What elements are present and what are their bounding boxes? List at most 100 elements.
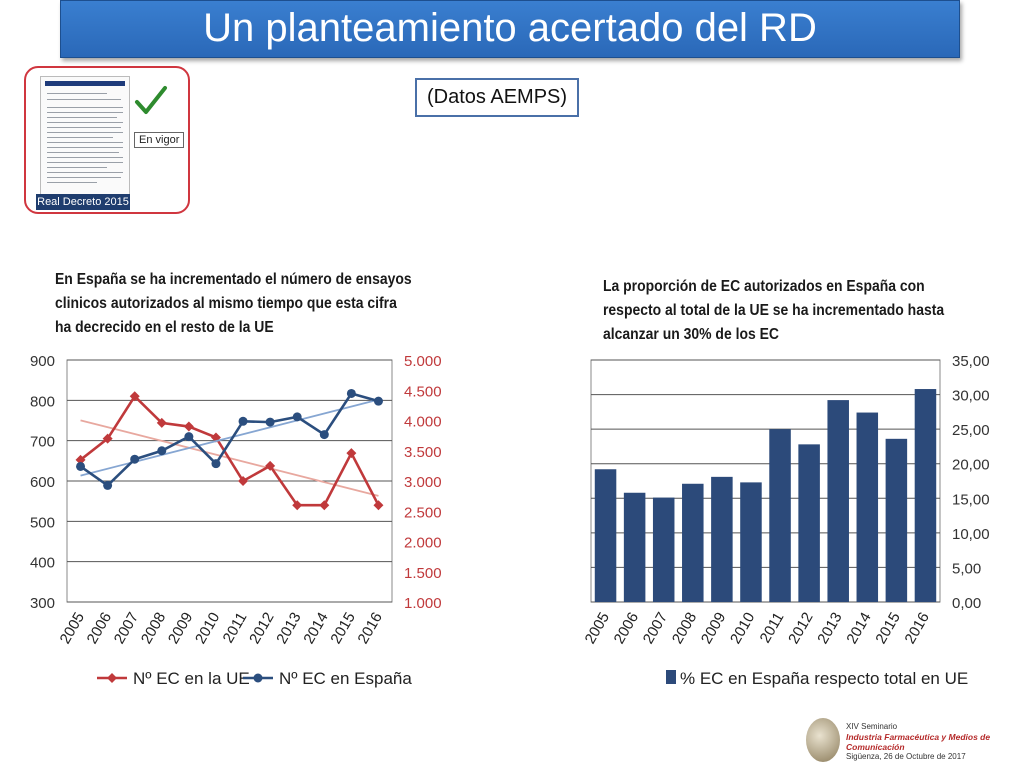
logo-line-1: XIV Seminario	[846, 722, 898, 731]
es-data-point	[211, 459, 221, 469]
logo-line-3: Sigüenza, 26 de Octubre de 2017	[846, 752, 966, 761]
line-chart-right-tick: 1.000	[404, 595, 442, 612]
bar-chart-right-tick: 5,00	[952, 560, 981, 577]
bar-chart-right-tick: 10,00	[952, 526, 990, 543]
legend-ue-label: Nº EC en la UE	[133, 669, 250, 688]
bar-legend-swatch	[666, 670, 676, 684]
line-chart-left-tick: 900	[30, 353, 55, 370]
ue-data-point	[75, 454, 86, 465]
line-chart-right-tick: 5.000	[404, 353, 442, 370]
bar	[827, 400, 849, 602]
status-tag: En vigor	[134, 132, 185, 148]
bar	[682, 483, 704, 602]
bar-chart-plot-area	[590, 359, 941, 603]
bar-chart-right-tick: 0,00	[952, 595, 981, 612]
seminar-logo-text: XIV Seminario Industria Farmacéutica y M…	[846, 722, 1021, 762]
bar	[740, 482, 762, 602]
logo-line-2: Industria Farmacéutica y Medios de Comun…	[846, 732, 991, 752]
line-chart-right-tick: 2.000	[404, 535, 442, 552]
ue-data-point	[183, 421, 194, 432]
line-chart-x-tick: 2013	[273, 610, 304, 647]
bar	[594, 469, 617, 602]
line-chart-right-tick: 4.000	[404, 414, 442, 431]
bar	[711, 476, 733, 602]
decree-document-image	[40, 76, 130, 196]
bar-chart-x-tick: 2006	[611, 610, 642, 647]
line-chart-x-tick: 2015	[327, 610, 358, 647]
line-chart-left-tick: 800	[30, 393, 55, 410]
line-chart-x-tick: 2005	[57, 610, 88, 647]
es-data-point	[184, 432, 194, 442]
line-chart-right-tick: 1.500	[404, 565, 442, 582]
ue-data-point	[156, 417, 167, 428]
ue-data-point	[346, 448, 357, 459]
slide-title: Un planteamiento acertado del RD	[60, 0, 960, 58]
es-data-point	[76, 461, 86, 471]
bar-chart-x-tick: 2014	[843, 610, 874, 647]
legend-es-marker	[253, 673, 263, 683]
line-chart-left-tick: 300	[30, 595, 55, 612]
line-chart-left-tick: 700	[30, 434, 55, 451]
line-chart-right-tick: 4.500	[404, 383, 442, 400]
seminar-logo-icon	[806, 718, 840, 762]
ue-data-point	[265, 460, 276, 471]
line-chart-left-tick: 500	[30, 514, 55, 531]
source-label: (Datos AEMPS)	[415, 78, 580, 117]
bar-chart-x-tick: 2011	[757, 610, 788, 646]
ue-data-point	[102, 433, 113, 444]
bar-chart-right-tick: 30,00	[952, 388, 990, 405]
bar-chart-right-tick: 35,00	[952, 353, 990, 370]
checkmark-icon	[135, 86, 167, 114]
es-data-point	[292, 412, 302, 422]
series-line-0	[79, 394, 380, 507]
ue-data-point	[238, 476, 249, 486]
legend-ue-marker	[107, 673, 117, 683]
bar-chart-x-tick: 2013	[814, 610, 845, 647]
bar-chart-x-tick: 2008	[669, 610, 700, 647]
bar-chart-caption: La proporción de EC autorizados en Españ…	[603, 278, 945, 343]
line-chart-left-tick: 600	[30, 474, 55, 491]
doc-header-bar	[45, 81, 125, 86]
es-data-point	[373, 396, 383, 406]
ue-data-point	[319, 500, 330, 511]
line-chart-x-tick: 2009	[165, 610, 196, 647]
es-data-point	[238, 416, 248, 426]
ue-data-point	[129, 391, 140, 402]
es-data-point	[157, 446, 167, 456]
bar-chart-x-tick: 2015	[872, 610, 903, 647]
bar-chart-right-tick: 20,00	[952, 457, 990, 474]
line-chart-caption: En España se ha incrementado el número d…	[55, 271, 412, 336]
bar-chart-right-tick: 15,00	[952, 491, 990, 508]
ue-data-point	[292, 500, 303, 511]
es-data-point	[103, 480, 113, 490]
bar	[769, 429, 791, 602]
series-line-1	[79, 391, 379, 488]
bar	[856, 412, 879, 602]
line-chart-x-tick: 2007	[111, 610, 142, 647]
legend-es-label: Nº EC en España	[279, 669, 412, 688]
bar	[798, 444, 820, 602]
line-chart-right-tick: 2.500	[404, 504, 442, 521]
bar-chart-x-tick: 2009	[698, 610, 729, 647]
bar	[914, 389, 937, 602]
bar-chart-x-tick: 2005	[582, 610, 613, 647]
line-chart-left-tick: 400	[30, 555, 55, 572]
line-chart-x-tick: 2010	[192, 610, 223, 647]
line-chart-x-tick: 2014	[300, 610, 331, 647]
bar-chart-right-tick: 25,00	[952, 422, 990, 439]
line-chart-x-tick: 2016	[355, 610, 386, 647]
line-chart-x-tick: 2011	[220, 610, 251, 646]
bar-chart-x-tick: 2012	[785, 610, 816, 647]
decree-tag: Real Decreto 2015	[36, 194, 130, 210]
bar-chart-x-tick: 2010	[727, 610, 758, 647]
es-data-point	[346, 388, 356, 398]
line-chart-x-tick: 2012	[246, 610, 277, 647]
bar-chart-x-tick: 2007	[640, 610, 671, 647]
line-chart-x-tick: 2008	[138, 610, 169, 647]
line-chart-right-tick: 3.000	[404, 474, 442, 491]
es-data-point	[319, 430, 329, 440]
es-data-point	[130, 454, 140, 464]
es-data-point	[265, 417, 275, 427]
bar-legend-label: % EC en España respecto total en UE	[680, 669, 968, 688]
